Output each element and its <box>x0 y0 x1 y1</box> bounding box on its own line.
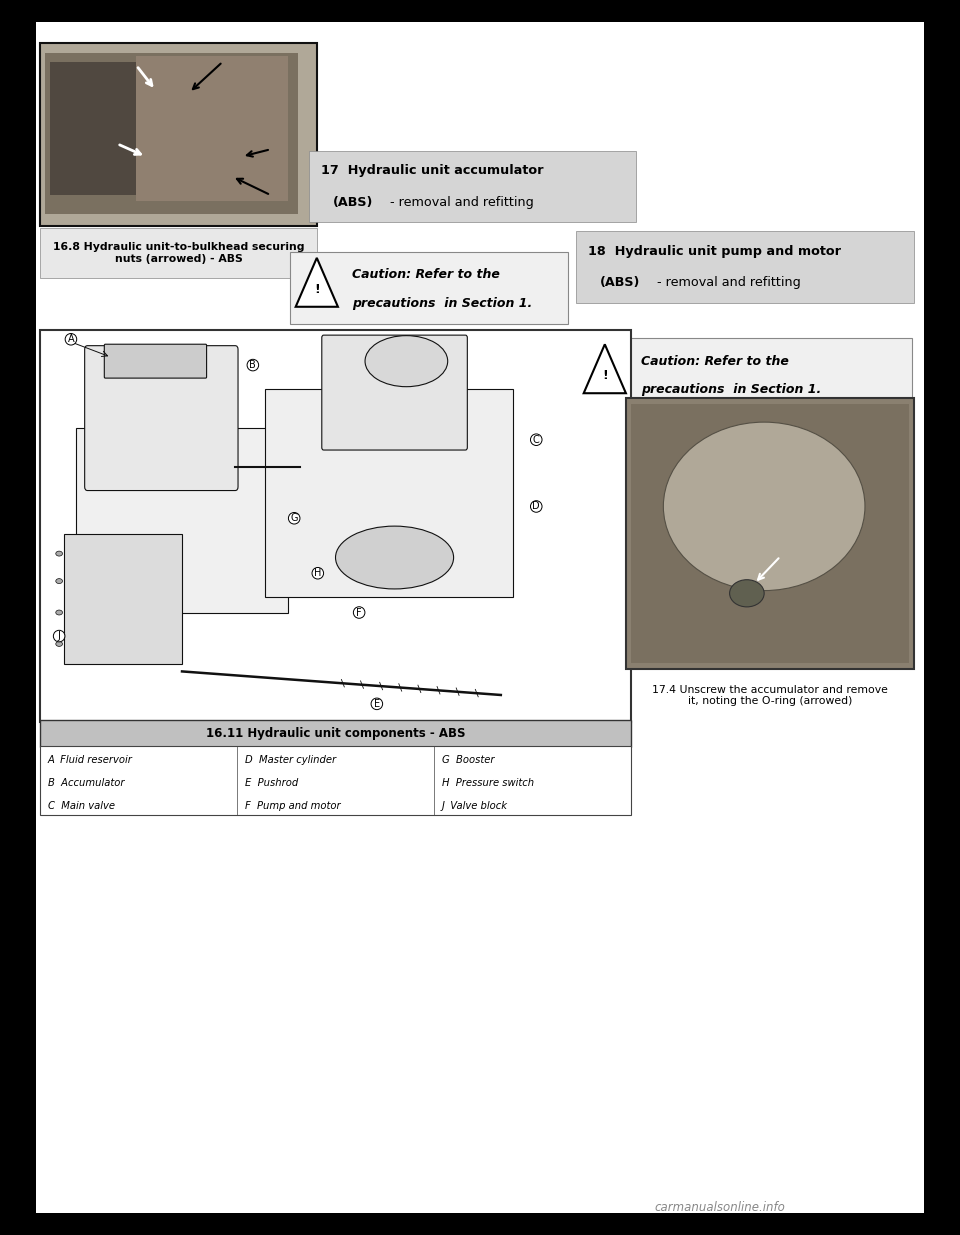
FancyBboxPatch shape <box>84 346 238 490</box>
Text: 18  Hydraulic unit pump and motor: 18 Hydraulic unit pump and motor <box>588 245 841 258</box>
FancyBboxPatch shape <box>105 345 206 378</box>
Ellipse shape <box>730 579 764 606</box>
Text: 17  Hydraulic unit accumulator: 17 Hydraulic unit accumulator <box>321 164 543 178</box>
Polygon shape <box>296 258 338 306</box>
Text: E: E <box>373 699 380 709</box>
Text: E  Pushrod: E Pushrod <box>245 778 298 788</box>
Text: D  Master cylinder: D Master cylinder <box>245 755 336 764</box>
Text: Caution: Refer to the: Caution: Refer to the <box>352 268 500 282</box>
Text: - removal and refitting: - removal and refitting <box>386 195 534 209</box>
Text: !: ! <box>602 369 608 382</box>
Ellipse shape <box>56 641 62 646</box>
Text: B: B <box>250 361 256 370</box>
Text: J  Valve block: J Valve block <box>442 800 508 811</box>
Text: A: A <box>67 335 74 345</box>
Bar <box>576 231 914 303</box>
Bar <box>265 389 513 597</box>
Ellipse shape <box>56 610 62 615</box>
Text: !: ! <box>314 283 320 295</box>
Text: 16.11 Hydraulic unit components - ABS: 16.11 Hydraulic unit components - ABS <box>205 727 466 740</box>
Bar <box>136 56 288 201</box>
Text: Caution: Refer to the: Caution: Refer to the <box>641 354 789 368</box>
Text: C: C <box>533 435 540 445</box>
Text: precautions  in Section 1.: precautions in Section 1. <box>352 296 533 310</box>
Bar <box>626 398 914 669</box>
Text: H  Pressure switch: H Pressure switch <box>442 778 534 788</box>
Bar <box>76 429 288 613</box>
Text: 16.8 Hydraulic unit-to-bulkhead securing
nuts (arrowed) - ABS: 16.8 Hydraulic unit-to-bulkhead securing… <box>53 242 304 264</box>
Bar <box>50 62 160 195</box>
Text: - removal and refitting: - removal and refitting <box>653 275 801 289</box>
Bar <box>290 252 568 324</box>
Text: G  Booster: G Booster <box>442 755 494 764</box>
Ellipse shape <box>56 551 62 556</box>
Text: 17.4 Unscrew the accumulator and remove
it, noting the O-ring (arrowed): 17.4 Unscrew the accumulator and remove … <box>652 684 888 706</box>
Text: (ABS): (ABS) <box>600 275 640 289</box>
Text: F: F <box>356 608 362 618</box>
Text: A  Fluid reservoir: A Fluid reservoir <box>48 755 132 764</box>
Text: C  Main valve: C Main valve <box>48 800 115 811</box>
Ellipse shape <box>336 526 454 589</box>
Bar <box>631 404 909 663</box>
Bar <box>576 338 912 410</box>
Bar <box>45 53 298 214</box>
Text: B  Accumulator: B Accumulator <box>48 778 125 788</box>
Ellipse shape <box>365 336 447 387</box>
Bar <box>64 534 182 663</box>
Ellipse shape <box>56 579 62 584</box>
Bar <box>309 151 636 222</box>
Text: D: D <box>533 501 540 511</box>
Text: J: J <box>58 631 60 641</box>
Polygon shape <box>584 345 626 393</box>
FancyBboxPatch shape <box>322 335 468 450</box>
Text: carmanualsonline.info: carmanualsonline.info <box>655 1202 785 1214</box>
Text: precautions  in Section 1.: precautions in Section 1. <box>641 383 822 396</box>
Text: H: H <box>314 568 322 578</box>
Text: (ABS): (ABS) <box>333 195 373 209</box>
Bar <box>40 228 317 278</box>
Ellipse shape <box>663 422 865 590</box>
Text: G: G <box>291 514 298 524</box>
Bar <box>40 330 631 722</box>
Bar <box>40 746 631 815</box>
Bar <box>40 43 317 226</box>
Bar <box>40 720 631 747</box>
Text: F  Pump and motor: F Pump and motor <box>245 800 341 811</box>
